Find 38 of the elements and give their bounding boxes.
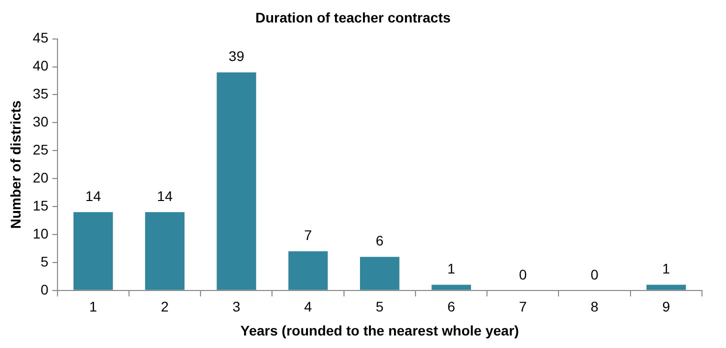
bar bbox=[646, 284, 686, 290]
x-tick-label: 7 bbox=[519, 298, 528, 315]
bar bbox=[432, 284, 472, 290]
y-tick-label: 5 bbox=[40, 253, 49, 270]
data-label: 7 bbox=[304, 227, 312, 244]
data-label: 1 bbox=[662, 260, 670, 277]
y-tick-label: 20 bbox=[32, 169, 49, 186]
bar bbox=[216, 72, 256, 290]
x-tick-label: 2 bbox=[160, 298, 169, 315]
chart-title: Duration of teacher contracts bbox=[255, 9, 451, 26]
y-tick-label: 15 bbox=[32, 197, 49, 214]
data-label: 0 bbox=[590, 266, 599, 282]
bar bbox=[360, 256, 400, 290]
y-tick-label: 0 bbox=[40, 281, 49, 298]
data-label: 39 bbox=[228, 48, 244, 64]
y-axis-title: Number of districts bbox=[7, 100, 24, 229]
bar bbox=[73, 212, 113, 290]
data-label: 6 bbox=[376, 232, 384, 249]
y-tick-label: 10 bbox=[32, 225, 49, 242]
x-tick-label: 5 bbox=[376, 298, 384, 315]
y-tick-label: 40 bbox=[32, 58, 49, 74]
x-axis-title: Years (rounded to the nearest whole year) bbox=[240, 322, 519, 338]
bar bbox=[145, 212, 185, 290]
data-label: 0 bbox=[519, 266, 528, 282]
y-tick-label: 30 bbox=[32, 114, 49, 130]
bar bbox=[288, 251, 328, 290]
y-tick-label: 35 bbox=[32, 86, 49, 102]
x-tick-label: 4 bbox=[304, 298, 312, 315]
data-label: 14 bbox=[85, 188, 102, 204]
x-tick-label: 6 bbox=[447, 298, 456, 315]
x-tick-label: 9 bbox=[662, 298, 670, 315]
y-tick-label: 25 bbox=[32, 141, 49, 158]
data-label: 14 bbox=[157, 188, 173, 204]
y-tick-label: 45 bbox=[32, 30, 49, 46]
x-tick-label: 3 bbox=[232, 298, 241, 315]
x-tick-label: 1 bbox=[89, 298, 98, 315]
data-label: 1 bbox=[447, 260, 456, 277]
x-tick-label: 8 bbox=[590, 298, 599, 315]
